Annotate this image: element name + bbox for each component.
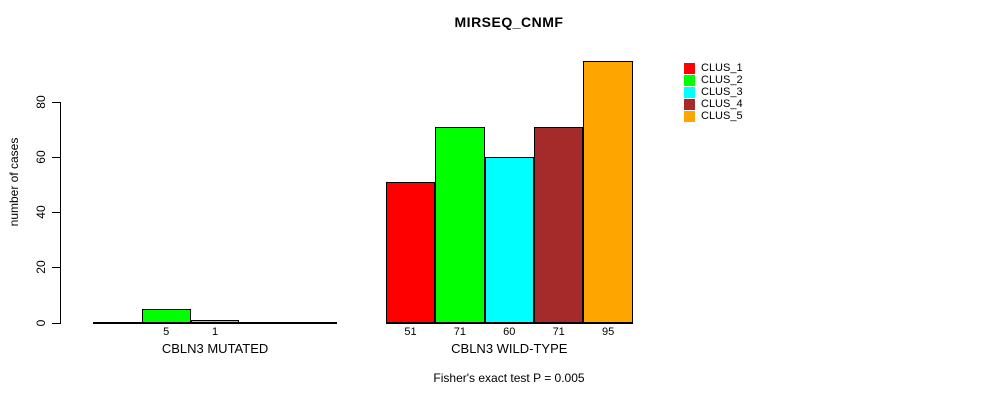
y-tick-label: 40 xyxy=(34,205,48,219)
legend-row: CLUS_1 xyxy=(684,62,743,74)
bar-clus_3 xyxy=(484,156,534,323)
y-axis-label: number of cases xyxy=(7,137,21,227)
bar-clus_1 xyxy=(385,181,436,323)
bar-clus_5 xyxy=(583,60,633,323)
legend-row: CLUS_5 xyxy=(684,110,743,122)
category-label: CBLN3 WILD-TYPE xyxy=(451,341,568,356)
bar-value-label: 95 xyxy=(601,326,615,338)
bar-value-label: 60 xyxy=(503,326,516,338)
bar-value-label: 5 xyxy=(163,326,170,338)
y-tick-label: 0 xyxy=(34,319,48,326)
bar-clus_3 xyxy=(190,319,240,323)
chart-title: MIRSEQ_CNMF xyxy=(454,14,564,30)
bar-value-label: 1 xyxy=(211,326,219,338)
y-tick-label: 80 xyxy=(34,94,48,109)
legend-label: CLUS_1 xyxy=(701,62,743,74)
y-tick xyxy=(52,322,60,324)
legend-label: CLUS_4 xyxy=(701,98,743,110)
legend-row: CLUS_4 xyxy=(684,98,743,110)
legend-label: CLUS_5 xyxy=(701,110,743,122)
legend-swatch-clus_1 xyxy=(684,62,695,74)
category-label: CBLN3 MUTATED xyxy=(161,341,269,356)
bar-value-label: 51 xyxy=(404,326,417,338)
y-tick xyxy=(52,156,60,158)
bar-value-label: 71 xyxy=(453,326,467,338)
legend: CLUS_1 CLUS_2 CLUS_3 CLUS_4 CLUS_5 xyxy=(684,62,743,122)
legend-row: CLUS_3 xyxy=(684,86,743,98)
fisher-test-annotation: Fisher's exact test P = 0.005 xyxy=(433,371,585,385)
y-tick xyxy=(52,212,60,213)
legend-swatch-clus_3 xyxy=(684,86,695,98)
legend-row: CLUS_2 xyxy=(684,74,743,86)
y-tick xyxy=(52,267,60,269)
y-tick xyxy=(52,101,60,103)
legend-swatch-clus_4 xyxy=(684,98,695,110)
bar-value-label: 71 xyxy=(552,326,565,338)
bar-clus_2 xyxy=(141,308,191,323)
legend-label: CLUS_2 xyxy=(701,74,743,86)
legend-label: CLUS_3 xyxy=(701,86,743,98)
y-tick-label: 20 xyxy=(34,260,48,274)
bar-clus_4 xyxy=(534,126,584,323)
bar-clus_2 xyxy=(435,126,485,323)
legend-swatch-clus_2 xyxy=(684,74,695,86)
y-tick-label: 60 xyxy=(34,150,48,164)
legend-swatch-clus_5 xyxy=(684,110,695,122)
y-axis-line xyxy=(60,101,61,324)
group-baseline xyxy=(385,321,633,324)
group-baseline xyxy=(92,321,338,324)
